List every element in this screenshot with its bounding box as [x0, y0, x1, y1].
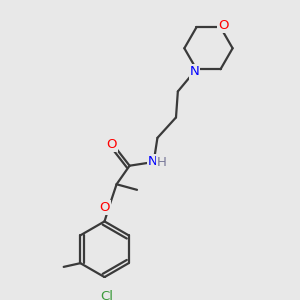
Text: O: O [99, 201, 110, 214]
Text: H: H [157, 156, 167, 170]
Text: N: N [190, 65, 200, 79]
Text: O: O [218, 19, 229, 32]
Text: O: O [107, 138, 117, 151]
Text: N: N [148, 155, 158, 169]
Text: Cl: Cl [100, 290, 113, 300]
